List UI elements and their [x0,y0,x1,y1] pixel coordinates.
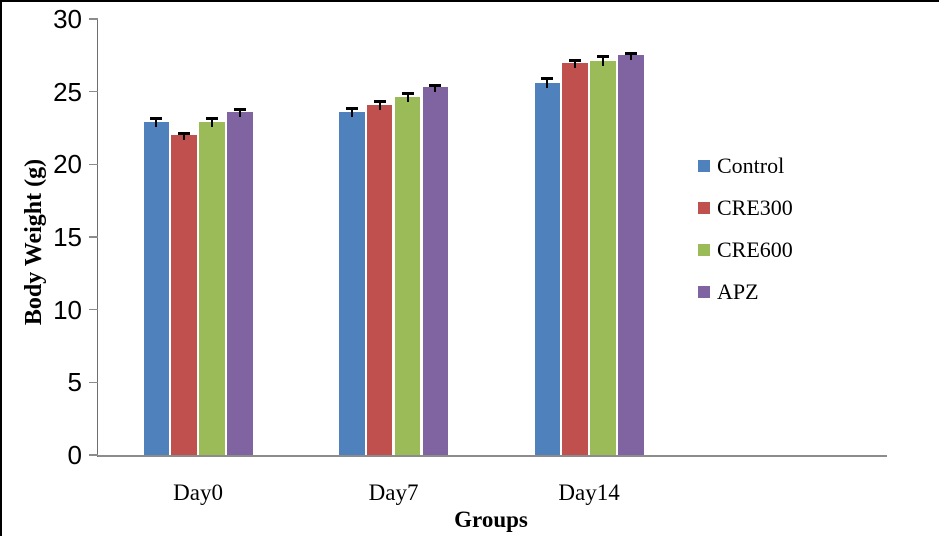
error-bar-cap-CRE300-Day14 [569,58,582,62]
error-bar-stem-CRE300-Day14 [574,61,577,68]
legend-swatch-icon-APZ [698,286,710,298]
y-tick-mark-15 [88,236,98,238]
bar-CRE600-Day0 [199,122,225,455]
y-tick-label-25: 25 [53,76,82,107]
legend: Control CRE300 CRE600 APZ [698,153,793,322]
bar-APZ-Day14 [618,55,644,455]
y-tick-label-30: 30 [53,4,82,34]
y-tick-label-15: 15 [53,222,82,252]
error-bar-cap-CRE300-Day7 [373,100,386,104]
bar-CRE300-Day7 [366,104,393,455]
legend-label-Control: Control [717,153,785,178]
y-axis-line [96,19,98,457]
legend-swatch-icon-CRE600 [698,244,710,256]
error-bar-cap-APZ-Day7 [429,83,442,87]
error-bar-cap-Control-Day7 [345,106,358,110]
y-tick-mark-0 [88,454,98,456]
error-bar-stem-APZ-Day14 [629,54,632,61]
y-tick-label-5: 5 [67,367,82,398]
x-axis-line [98,455,887,457]
bar-CRE600-Day14 [590,61,616,455]
bar-CRE600-Day7 [394,97,421,455]
legend-swatch-icon-Control [698,160,710,172]
error-bar-cap-Control-Day14 [541,77,554,81]
x-category-label-Day14: Day14 [558,480,620,505]
y-tick-label-0: 0 [67,440,82,470]
bar-CRE300-Day0 [171,135,197,455]
legend-item-CRE600: CRE600 [698,237,793,262]
error-bar-stem-Control-Day14 [546,79,549,88]
bar-APZ-Day7 [422,87,449,455]
bar-APZ-Day0 [227,112,253,455]
y-tick-mark-10 [88,308,98,311]
error-bar-cap-APZ-Day0 [233,108,246,112]
bar-Control-Day0 [143,122,169,455]
legend-label-CRE300: CRE300 [717,195,793,220]
legend-item-Control: Control [698,153,793,178]
error-bar-cap-CRE600-Day7 [401,92,414,96]
x-category-label-Day7: Day7 [368,480,419,505]
y-tick-mark-20 [88,163,98,166]
error-bar-stem-CRE600-Day0 [211,119,214,128]
error-bar-stem-CRE600-Day7 [406,94,409,103]
error-bar-cap-CRE600-Day14 [597,55,610,59]
error-bar-cap-CRE300-Day0 [178,132,191,136]
legend-item-CRE300: CRE300 [698,195,793,220]
error-bar-cap-APZ-Day14 [624,52,637,56]
legend-label-CRE600: CRE600 [717,237,793,262]
error-bar-stem-CRE300-Day0 [183,134,186,141]
error-bar-cap-CRE600-Day0 [206,117,219,121]
error-bar-stem-CRE300-Day7 [378,102,381,110]
error-bar-stem-Control-Day0 [155,119,158,128]
y-tick-mark-25 [88,90,98,93]
legend-item-APZ: APZ [698,279,793,304]
bar-Control-Day7 [339,112,365,455]
error-bar-stem-CRE600-Day14 [602,57,605,67]
legend-swatch-icon-CRE300 [698,202,710,214]
x-category-label-Day0: Day0 [173,480,223,505]
x-axis-title: Groups [454,507,528,532]
y-tick-mark-30 [88,18,98,20]
error-bar-stem-APZ-Day7 [434,86,437,93]
error-bar-cap-Control-Day0 [150,117,163,121]
bar-Control-Day14 [534,82,560,455]
y-tick-mark-5 [88,381,98,384]
y-tick-label-10: 10 [53,294,82,325]
bar-CRE300-Day14 [562,62,588,455]
y-tick-label-20: 20 [53,149,82,180]
legend-label-APZ: APZ [717,279,759,304]
error-bar-stem-Control-Day7 [350,109,353,117]
error-bar-stem-APZ-Day0 [238,110,241,117]
